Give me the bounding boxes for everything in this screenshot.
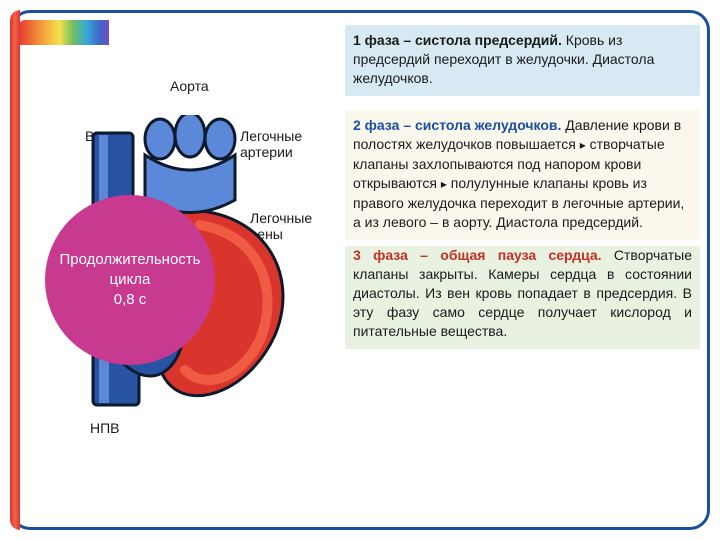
label-aorta: Аорта [170, 78, 209, 94]
phase-3-box: 3 фаза – общая пауза сердца. Створчатые … [345, 246, 700, 349]
cycle-duration-text: Продолжительность цикла 0,8 с [60, 250, 201, 310]
heart-diagram-area: Аорта ВПВ НПВ Легочные артерии Легочные … [25, 60, 335, 460]
phases-column: 1 фаза – систола предсердий. Кровь из пр… [345, 25, 700, 363]
phase-1-title: 1 фаза – систола предсердий. [353, 32, 562, 48]
decorative-gradient-bar [19, 20, 109, 45]
label-npv: НПВ [90, 420, 120, 436]
phase-3-title: 3 фаза – общая пауза сердца. [353, 247, 602, 263]
cycle-duration-callout: Продолжительность цикла 0,8 с [45, 195, 215, 365]
phase-2-box: 2 фаза – систола желудочков. Давление кр… [345, 110, 700, 240]
phase-2-title: 2 фаза – систола желудочков. [353, 117, 561, 133]
slide: Аорта ВПВ НПВ Легочные артерии Легочные … [0, 0, 720, 540]
phase-1-box: 1 фаза – систола предсердий. Кровь из пр… [345, 25, 700, 96]
